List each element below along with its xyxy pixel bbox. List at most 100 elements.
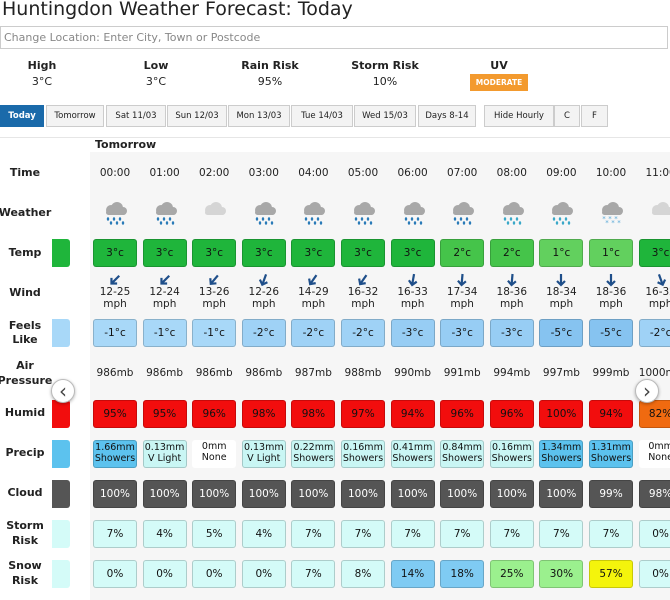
- cloud-cell: 100%: [539, 479, 584, 508]
- day-tab[interactable]: Today: [0, 105, 44, 127]
- cloud-cell: 100%: [489, 479, 534, 508]
- weather-icon: [205, 202, 227, 216]
- time-cell: 03:00: [248, 166, 279, 179]
- day-tab[interactable]: Tomorrow: [46, 105, 104, 127]
- precip-amount: 0.13mm: [243, 442, 284, 454]
- wind-speed: 12-26: [248, 286, 280, 299]
- precip-amount: 0.41mm: [392, 442, 433, 454]
- precip-kind: Showers: [293, 453, 334, 465]
- wind-unit: mph: [252, 298, 276, 311]
- humid-cell: 95%: [93, 399, 137, 428]
- summary-label: Storm Risk: [351, 59, 419, 72]
- precip-amount: 1.34mm: [541, 442, 582, 454]
- scroll-button[interactable]: ‹: [51, 379, 75, 403]
- day-tab[interactable]: Sun 12/03: [167, 105, 227, 127]
- pressure-cell: 986mb: [195, 367, 233, 380]
- wind-arrow: [308, 274, 318, 286]
- scroll-button[interactable]: ›: [635, 379, 659, 403]
- cloud-cell: 100%: [291, 479, 336, 508]
- wind-unit: mph: [599, 298, 623, 311]
- feels-cell: -1°c: [142, 319, 187, 348]
- pressure-cell: 997mb: [542, 367, 580, 380]
- temp-cell: 3°c: [390, 239, 435, 268]
- snow-cell: 0%: [638, 560, 670, 588]
- humid-cell: 97%: [341, 399, 385, 428]
- time-cell: 00:00: [99, 166, 131, 179]
- wind-arrow: [556, 274, 567, 287]
- precip-cell: 0.13mm V Light: [142, 439, 187, 468]
- page-title: Huntingdon Weather Forecast: Today: [2, 0, 353, 20]
- day-tab[interactable]: Mon 13/03: [228, 105, 290, 127]
- storm-cell: 4%: [241, 519, 286, 548]
- wind-speed: 18-34: [546, 286, 577, 299]
- temp-cell: 1°c: [589, 239, 633, 268]
- snow-cell: 0%: [192, 560, 237, 588]
- snow-cell: 57%: [589, 560, 633, 588]
- wind-arrow: [110, 275, 121, 285]
- cloud-cell: 100%: [93, 479, 137, 508]
- time-cell: 04:00: [298, 166, 329, 179]
- wind-unit: mph: [400, 298, 425, 311]
- time-cell: 08:00: [496, 166, 527, 179]
- storm-cell: 0%: [638, 519, 670, 548]
- precip-kind: Showers: [342, 453, 384, 465]
- uv-badge: MODERATE: [470, 74, 528, 91]
- svg-text:*: *: [611, 219, 615, 226]
- weather-icon: [304, 202, 326, 225]
- wind-arrow: [457, 274, 467, 287]
- wind-speed: 16-33: [397, 286, 428, 299]
- wind-unit: mph: [202, 298, 226, 311]
- wind-arrow: [209, 274, 219, 286]
- snow-cell: 7%: [291, 560, 336, 588]
- option-button[interactable]: F: [581, 105, 608, 127]
- wind-unit: mph: [301, 298, 326, 311]
- svg-text:*: *: [608, 215, 612, 223]
- cloud-cell: 100%: [390, 479, 435, 508]
- weather-icon: [254, 202, 276, 225]
- day-tab[interactable]: Wed 15/03: [354, 105, 416, 127]
- wind-speed: 12-25: [99, 286, 131, 299]
- feels-cell: -5°c: [539, 319, 584, 348]
- storm-cell: 5%: [192, 519, 237, 548]
- snow-cell: 0%: [241, 560, 286, 588]
- temp-cell: 3°c: [638, 239, 670, 268]
- precip-cell: 0.84mm Showers: [440, 439, 485, 468]
- weather-icon: [651, 202, 670, 216]
- time-cell: 06:00: [397, 166, 428, 179]
- pressure-cell: 999mb: [592, 367, 630, 380]
- wind-speed: 12-24: [149, 286, 180, 299]
- storm-cell: 7%: [589, 519, 633, 548]
- summary-value: 3°C: [145, 75, 167, 88]
- cloud-cell: 100%: [192, 479, 237, 508]
- humid-cell: 82%: [638, 399, 670, 428]
- day-tab[interactable]: Days 8-14: [418, 105, 476, 127]
- precip-cell: 1.66mm Showers: [93, 439, 137, 468]
- humid-cell: 94%: [390, 399, 435, 428]
- precip-amount: 0mm: [201, 441, 227, 453]
- storm-cell: 4%: [142, 519, 187, 548]
- time-cell: 10:00: [595, 166, 627, 179]
- wind-speed: 13-26: [198, 286, 230, 299]
- precip-amount: 0.22mm: [293, 442, 334, 454]
- location-search[interactable]: Change Location: Enter City, Town or Pos…: [0, 26, 668, 49]
- day-tab[interactable]: Sat 11/03: [106, 105, 166, 127]
- storm-cell: 7%: [539, 519, 584, 548]
- feels-cell: -2°c: [341, 319, 385, 348]
- day-tab[interactable]: Tue 14/03: [291, 105, 353, 127]
- cut-cell: [52, 479, 70, 508]
- option-button[interactable]: C: [554, 105, 580, 127]
- feels-cell: -1°c: [192, 319, 237, 348]
- pressure-cell: 986mb: [245, 367, 283, 380]
- row-label: Precip: [0, 435, 50, 472]
- precip-kind: Showers: [541, 453, 582, 465]
- temp-cell: 3°c: [192, 239, 237, 268]
- summary-label: Low: [143, 59, 169, 72]
- row-label: Time: [0, 155, 50, 191]
- summary-label: UV: [490, 59, 508, 72]
- option-button[interactable]: Hide Hourly: [484, 105, 554, 127]
- precip-amount: 0.13mm: [144, 442, 185, 454]
- humid-cell: 96%: [440, 399, 485, 428]
- precip-kind: Showers: [491, 453, 532, 465]
- wind-arrow: [358, 274, 368, 286]
